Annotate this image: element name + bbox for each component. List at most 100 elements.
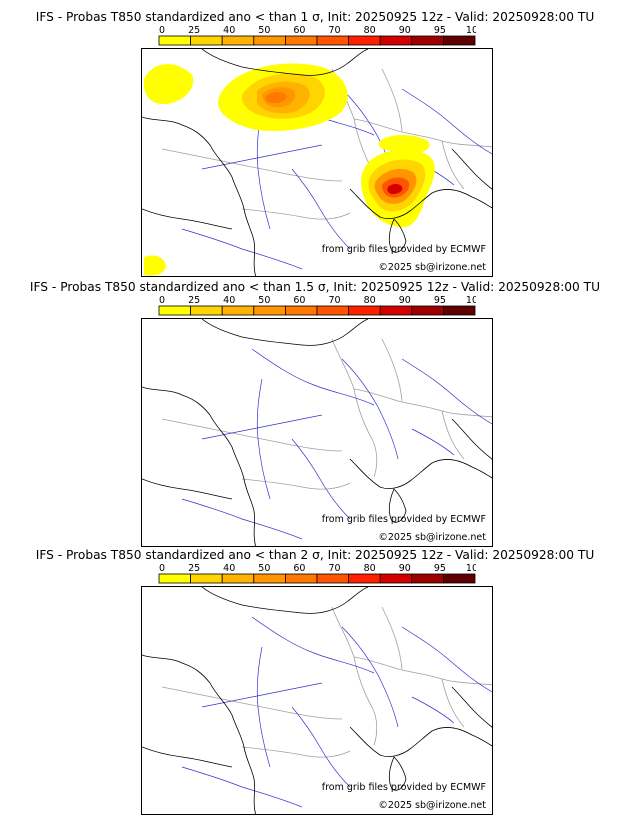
river-line [341, 358, 399, 460]
colorbar-swatch [221, 35, 255, 46]
river-line [291, 438, 351, 520]
colorbar-tick-label: 80 [364, 563, 376, 574]
colorbar-swatch [158, 35, 192, 46]
colorbar-swatch [253, 35, 286, 46]
river-line [401, 358, 492, 425]
river-line [401, 88, 492, 155]
colorbar-swatch [190, 35, 223, 46]
coastline-line [142, 116, 256, 276]
colorbar-tick-label: 70 [329, 25, 341, 36]
colorbar-swatch [221, 573, 255, 584]
colorbar-swatch [411, 573, 444, 584]
colorbar-swatch [158, 305, 192, 316]
map-panel-2: IFS - Probas T850 standardized ano < tha… [0, 280, 630, 548]
colorbar-tick-label: 80 [364, 295, 376, 306]
colorbar-swatch [442, 305, 476, 316]
colorbar-swatch [348, 573, 381, 584]
coastline-line [349, 726, 492, 757]
colorbar-swatch [253, 305, 286, 316]
colorbar-tick-label: 50 [258, 563, 270, 574]
admin-border [241, 208, 351, 220]
coastline-line [451, 148, 492, 190]
river-line [201, 144, 323, 170]
colorbar-swatch [348, 35, 381, 46]
admin-border [353, 656, 492, 686]
admin-border [161, 148, 343, 182]
map-frame: from grib files provided by ECMWF ©2025 … [141, 48, 493, 277]
colorbar-tick-label: 40 [223, 25, 235, 36]
colorbar-tick-label: 60 [293, 563, 305, 574]
admin-border [441, 678, 465, 728]
coastline-line [142, 746, 233, 768]
river-line [411, 428, 455, 456]
river-line [291, 168, 351, 250]
country-borders [161, 606, 492, 758]
panel-title: IFS - Probas T850 standardized ano < tha… [35, 548, 595, 562]
coastline-line [201, 49, 369, 76]
river-line [256, 646, 271, 768]
colorbar-tick-label: 100 [466, 563, 476, 574]
colorbar-swatch [442, 35, 476, 46]
probability-colorbar: 10 25 40 50 60 70 80 90 95 100 [158, 561, 476, 585]
map-panel-1: IFS - Probas T850 standardized ano < tha… [0, 10, 630, 278]
admin-border [161, 686, 343, 720]
colorbar-tick-label: 95 [434, 295, 446, 306]
coastline-line [451, 686, 492, 728]
colorbar-swatch [190, 573, 223, 584]
admin-border [161, 418, 343, 452]
coastline-line [388, 756, 407, 791]
admin-border [441, 410, 465, 460]
admin-border [331, 338, 378, 478]
river-line [201, 682, 323, 708]
map-frame: from grib files provided by ECMWF ©2025 … [141, 586, 493, 815]
river-line [181, 228, 303, 270]
river-line [181, 766, 303, 808]
river-line [181, 498, 303, 540]
colorbar-tick-label: 25 [188, 295, 200, 306]
admin-border [331, 606, 378, 746]
river-line [291, 706, 351, 788]
colorbar-tick-label: 70 [329, 563, 341, 574]
admin-border [381, 68, 403, 132]
colorbar-swatch [316, 35, 350, 46]
river-line [256, 378, 271, 500]
admin-border [353, 118, 492, 148]
colorbar-swatch [379, 573, 413, 584]
country-borders [161, 338, 492, 490]
colorbar-tick-label: 100 [466, 25, 476, 36]
colorbar-swatch [253, 573, 286, 584]
admin-border [441, 140, 465, 190]
colorbar-swatch [442, 573, 476, 584]
map-canvas [142, 319, 492, 546]
colorbar-tick-label: 60 [293, 25, 305, 36]
colorbar-tick-label: 50 [258, 25, 270, 36]
colorbar-tick-label: 95 [434, 25, 446, 36]
colorbar-tick-label: 10 [158, 563, 165, 574]
colorbar-swatch [221, 305, 255, 316]
coastline-line [142, 654, 256, 814]
colorbar-swatch [348, 305, 381, 316]
copyright-credit: ©2025 sb@irizone.net [378, 532, 486, 543]
river-line [251, 348, 375, 406]
data-source-credit: from grib files provided by ECMWF [321, 782, 486, 793]
panel-title: IFS - Probas T850 standardized ano < tha… [35, 10, 595, 24]
coastline-line [142, 208, 233, 230]
coastline [142, 319, 492, 546]
river-network [181, 348, 492, 540]
colorbar-swatch [379, 305, 413, 316]
map-frame: from grib files provided by ECMWF ©2025 … [141, 318, 493, 547]
admin-border [241, 478, 351, 490]
colorbar-tick-label: 60 [293, 295, 305, 306]
data-source-credit: from grib files provided by ECMWF [321, 244, 486, 255]
colorbar-tick-label: 40 [223, 563, 235, 574]
map-panel-3: IFS - Probas T850 standardized ano < tha… [0, 548, 630, 816]
colorbar-swatch [190, 305, 223, 316]
colorbar-swatch [379, 35, 413, 46]
colorbar-swatch [285, 573, 318, 584]
colorbar-tick-label: 95 [434, 563, 446, 574]
admin-border [381, 338, 403, 402]
colorbar-tick-label: 70 [329, 295, 341, 306]
data-source-credit: from grib files provided by ECMWF [321, 514, 486, 525]
probability-shading [143, 63, 435, 276]
colorbar-tick-label: 10 [158, 295, 165, 306]
